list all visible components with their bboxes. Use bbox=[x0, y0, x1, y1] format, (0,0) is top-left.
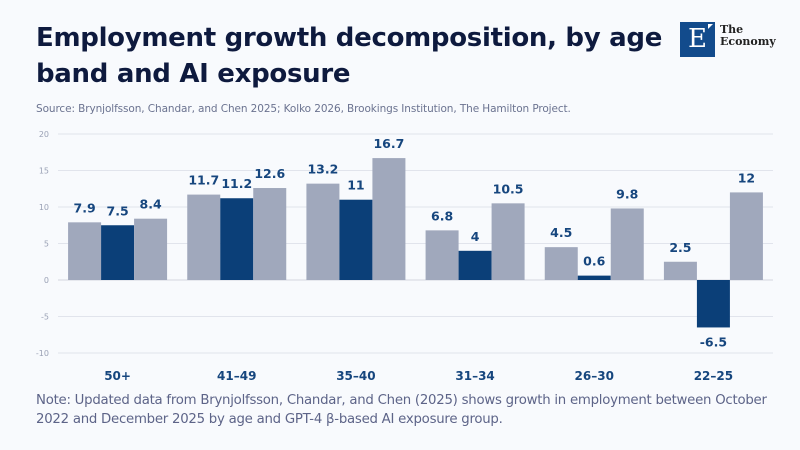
data-label: 16.7 bbox=[373, 136, 404, 151]
data-label: 7.9 bbox=[74, 200, 96, 215]
y-tick-label: 15 bbox=[39, 167, 49, 176]
bar-series-1 bbox=[544, 247, 578, 280]
the-economy-logo[interactable]: E The Economy bbox=[680, 22, 790, 58]
data-label: 4.5 bbox=[550, 225, 572, 240]
data-label: 6.8 bbox=[431, 208, 453, 223]
chart-title: Employment growth decomposition, by age … bbox=[36, 23, 663, 89]
data-label: 7.5 bbox=[107, 203, 129, 218]
x-category-label: 31–34 bbox=[455, 369, 494, 383]
data-label: 12.6 bbox=[254, 166, 285, 181]
bar-series-3 bbox=[491, 203, 525, 280]
data-label: 0.6 bbox=[583, 254, 605, 269]
bar-series-2 bbox=[101, 225, 135, 280]
y-tick-label: 5 bbox=[44, 240, 49, 249]
bar-series-2 bbox=[577, 275, 611, 280]
bar-series-3 bbox=[134, 218, 168, 280]
y-tick-label: 20 bbox=[39, 130, 49, 139]
bar-series-3 bbox=[610, 208, 644, 280]
bar-series-3 bbox=[729, 192, 763, 280]
bar-series-1 bbox=[425, 230, 459, 280]
bar-series-3 bbox=[372, 158, 406, 280]
data-label: 4 bbox=[471, 229, 480, 244]
data-label: 8.4 bbox=[140, 197, 162, 212]
data-label: 10.5 bbox=[493, 181, 524, 196]
logo-wordmark: The Economy bbox=[720, 24, 776, 48]
bar-series-1 bbox=[306, 183, 340, 280]
bar-series-2 bbox=[696, 280, 730, 328]
gridlines bbox=[58, 133, 773, 354]
y-tick-label: -5 bbox=[41, 313, 49, 322]
bars bbox=[68, 158, 763, 328]
bar-series-1 bbox=[187, 194, 221, 280]
bar-series-1 bbox=[663, 261, 697, 280]
bar-series-1 bbox=[68, 222, 102, 280]
x-category-label: 35–40 bbox=[336, 369, 375, 383]
x-category-label: 22–25 bbox=[694, 369, 733, 383]
source-text: Source: Brynjolfsson, Chandar, and Chen … bbox=[36, 103, 571, 115]
logo-notch-icon bbox=[708, 24, 713, 29]
bar-series-2 bbox=[339, 199, 373, 280]
data-label: 11 bbox=[347, 178, 364, 193]
bar-series-2 bbox=[220, 198, 254, 280]
x-category-label: 50+ bbox=[104, 369, 131, 383]
data-label: 2.5 bbox=[669, 240, 691, 255]
data-label: 9.8 bbox=[616, 186, 638, 201]
y-tick-label: 0 bbox=[44, 276, 49, 285]
bar-series-2 bbox=[458, 250, 492, 280]
y-tick-label: -10 bbox=[36, 349, 49, 358]
x-category-label: 26–30 bbox=[575, 369, 614, 383]
logo-line-1: The bbox=[720, 23, 744, 36]
x-axis-categories: 50+ 41–49 35–40 31–34 26–30 22–25 bbox=[104, 369, 733, 383]
note-text: Note: Updated data from Brynjolfsson, Ch… bbox=[36, 393, 767, 427]
y-axis-ticks: 20 15 10 5 0 -5 -10 bbox=[36, 130, 49, 358]
x-category-label: 41–49 bbox=[217, 369, 256, 383]
bar-series-3 bbox=[253, 188, 287, 280]
data-label: 13.2 bbox=[307, 162, 338, 177]
data-label: -6.5 bbox=[700, 334, 727, 349]
data-label: 12 bbox=[738, 170, 755, 185]
data-label: 11.2 bbox=[221, 176, 252, 191]
data-label: 11.7 bbox=[188, 173, 219, 188]
data-labels: 7.9 7.5 8.4 11.7 11.212.6 13.2 11 16.7 6.8 4 10.5 4… bbox=[74, 136, 756, 349]
y-tick-label: 10 bbox=[39, 203, 49, 212]
logo-line-2: Economy bbox=[720, 35, 776, 48]
